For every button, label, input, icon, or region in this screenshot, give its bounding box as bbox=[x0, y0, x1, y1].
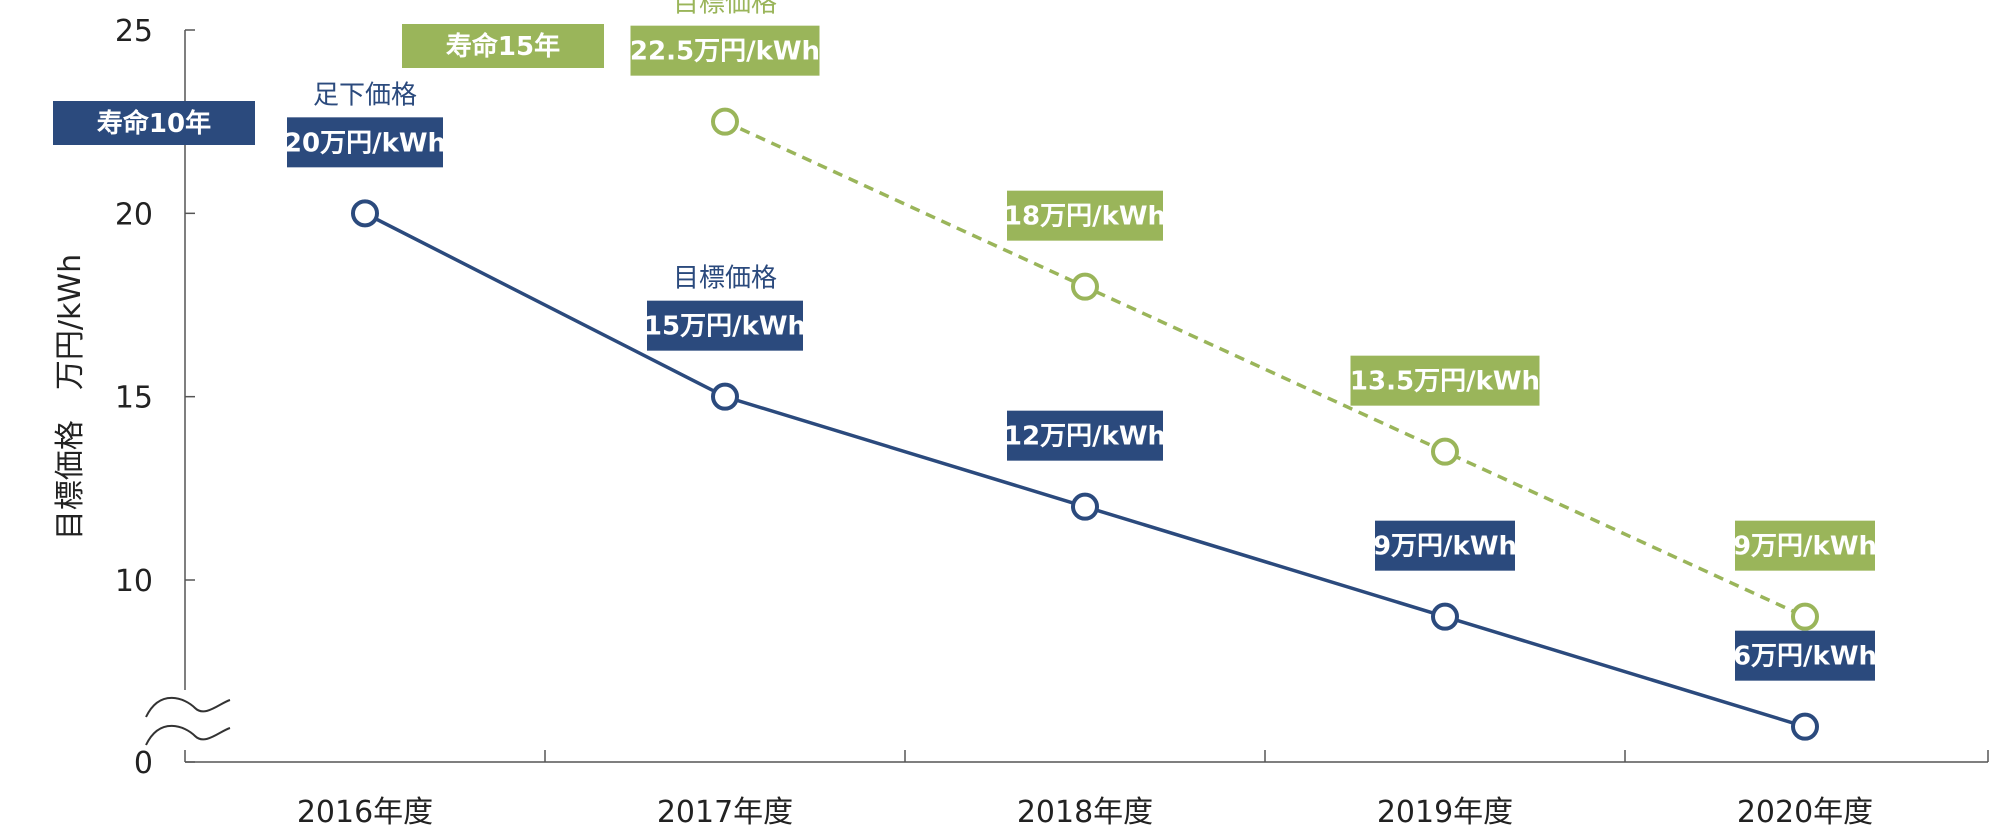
annotation: 目標価格 bbox=[673, 0, 777, 19]
data-label: 20万円/kWh bbox=[284, 117, 446, 168]
series-name-box: 寿命15年 bbox=[402, 24, 604, 68]
data-label-bg bbox=[1007, 410, 1163, 461]
data-point bbox=[1071, 492, 1099, 521]
y-axis-title-group: 目標価格 万円/kWh bbox=[53, 254, 88, 540]
annotation: 足下価格 bbox=[313, 80, 417, 110]
data-point bbox=[711, 382, 739, 411]
data-label-bg bbox=[1735, 520, 1875, 571]
data-label-bg bbox=[630, 25, 820, 76]
data-point bbox=[1431, 437, 1459, 466]
data-label-text: 9万円/kWh bbox=[1373, 532, 1517, 562]
data-label-bg bbox=[1735, 630, 1875, 681]
series-name-label: 寿命10年 bbox=[97, 108, 211, 139]
data-label-text: 15万円/kWh bbox=[644, 312, 806, 342]
series-name-bg bbox=[53, 101, 255, 145]
data-label-text: 22.5万円/kWh bbox=[630, 37, 820, 67]
data-label-text: 9万円/kWh bbox=[1733, 532, 1877, 562]
data-label-bg bbox=[647, 300, 803, 351]
series-寿命10年: 20万円/kWh 15万円/kWh 12万円/kWh 9万円/kWh 6万円/kWh 足下… bbox=[284, 80, 1877, 741]
data-label: 22.5万円/kWh bbox=[630, 25, 820, 76]
data-label: 13.5万円/kWh bbox=[1350, 355, 1540, 406]
data-label-bg bbox=[1375, 520, 1515, 571]
data-label-bg bbox=[1007, 190, 1163, 241]
series-name-bg bbox=[402, 24, 604, 68]
data-label: 9万円/kWh bbox=[1373, 520, 1517, 571]
series-name-box: 寿命10年 bbox=[53, 101, 255, 145]
y-tick-label: 0 bbox=[134, 746, 153, 781]
data-label-text: 18万円/kWh bbox=[1004, 202, 1166, 232]
x-tick-label: 2016年度 bbox=[297, 795, 433, 826]
data-label: 6万円/kWh bbox=[1733, 630, 1877, 681]
axes: 0 10 15 20 25 2016年度 2017年度 2018年度 2019年度 2020年度 bbox=[115, 14, 1989, 826]
data-point bbox=[711, 107, 739, 136]
axis-break-mask bbox=[145, 690, 230, 750]
x-tick-label: 2020年度 bbox=[1737, 795, 1873, 826]
axis-break-line bbox=[145, 697, 231, 718]
y-tick-label: 10 bbox=[115, 564, 153, 599]
data-label: 12万円/kWh bbox=[1004, 410, 1166, 461]
x-tick-label: 2019年度 bbox=[1377, 795, 1513, 826]
annotation: 目標価格 bbox=[673, 264, 777, 294]
data-label: 15万円/kWh bbox=[644, 300, 806, 351]
data-label-text: 6万円/kWh bbox=[1733, 642, 1877, 672]
series-name-boxes: 寿命10年 寿命15年 bbox=[53, 24, 604, 145]
data-label-text: 12万円/kWh bbox=[1004, 422, 1166, 452]
x-tick-label: 2017年度 bbox=[657, 795, 793, 826]
y-axis-title: 目標価格 万円/kWh bbox=[53, 254, 88, 540]
y-tick-label: 15 bbox=[115, 381, 153, 416]
data-label-bg bbox=[287, 117, 443, 168]
x-tick-label: 2018年度 bbox=[1017, 795, 1153, 826]
data-point bbox=[1071, 272, 1099, 301]
series-layer: 20万円/kWh 15万円/kWh 12万円/kWh 9万円/kWh 6万円/kWh 足下… bbox=[284, 0, 1877, 741]
data-point bbox=[1791, 712, 1819, 741]
data-point bbox=[1431, 602, 1459, 631]
data-label-text: 13.5万円/kWh bbox=[1350, 367, 1540, 397]
series-寿命15年: 22.5万円/kWh 18万円/kWh 13.5万円/kWh 9万円/kWh 目標価格 bbox=[630, 0, 1877, 631]
y-tick-label: 25 bbox=[115, 14, 153, 49]
data-label-bg bbox=[1350, 355, 1540, 406]
y-tick-label: 20 bbox=[115, 197, 153, 232]
series-name-label: 寿命15年 bbox=[446, 31, 560, 62]
axis-break-symbol bbox=[145, 690, 231, 750]
data-label: 9万円/kWh bbox=[1733, 520, 1877, 571]
axis-break-line bbox=[145, 725, 231, 746]
data-label-text: 20万円/kWh bbox=[284, 128, 446, 158]
data-label: 18万円/kWh bbox=[1004, 190, 1166, 241]
data-point bbox=[1791, 602, 1819, 631]
series-line bbox=[724, 120, 1806, 619]
data-point bbox=[351, 199, 379, 228]
